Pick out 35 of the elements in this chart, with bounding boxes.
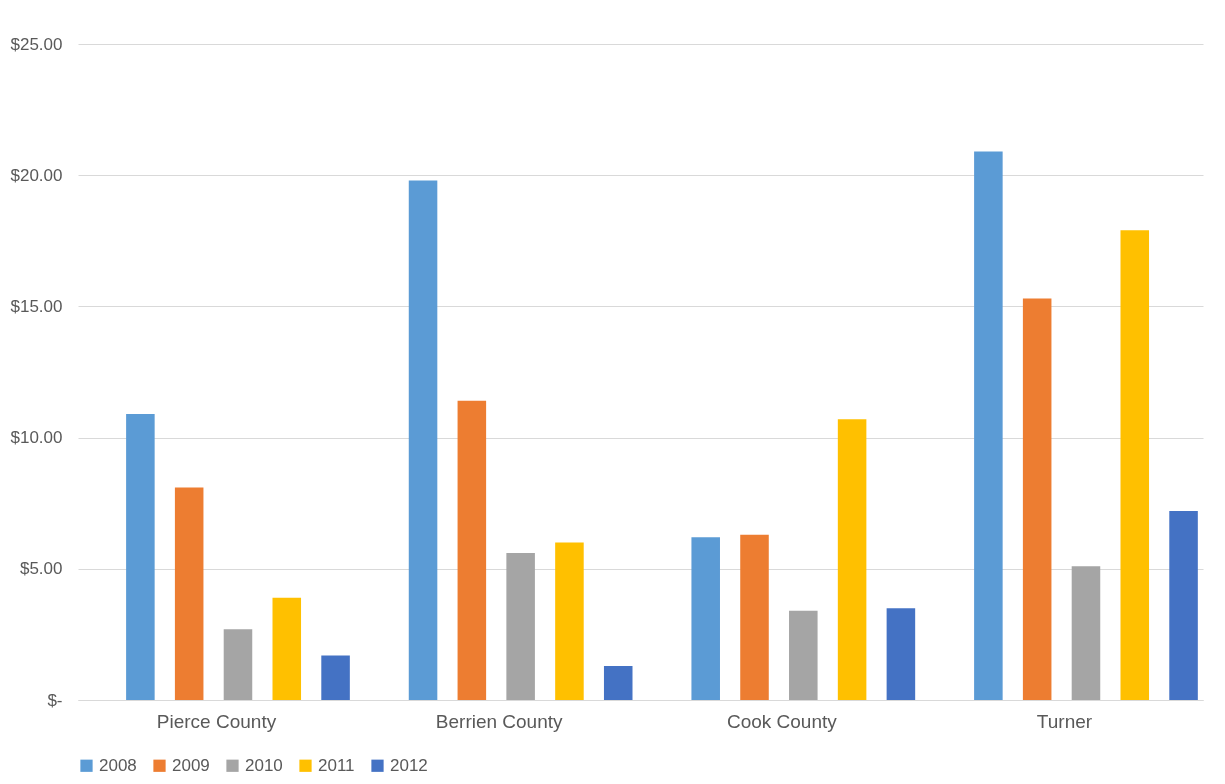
bar bbox=[223, 629, 253, 700]
bar bbox=[408, 180, 438, 700]
bar bbox=[886, 608, 916, 700]
legend-label: 2011 bbox=[318, 755, 355, 775]
bar bbox=[457, 400, 487, 700]
bar bbox=[555, 542, 584, 700]
bar bbox=[837, 419, 867, 700]
bar bbox=[974, 151, 1003, 700]
y-tick-label: $20.00 bbox=[10, 165, 63, 185]
bar bbox=[321, 655, 350, 700]
x-tick-label: Berrien County bbox=[435, 710, 564, 732]
y-tick-label: $5.00 bbox=[19, 559, 63, 579]
y-tick-label: $- bbox=[47, 690, 63, 710]
bar bbox=[691, 537, 720, 700]
bar bbox=[603, 665, 633, 700]
bar bbox=[174, 487, 204, 700]
y-tick-label: $15.00 bbox=[10, 296, 63, 316]
y-tick-label: $25.00 bbox=[10, 34, 63, 54]
bar bbox=[126, 413, 155, 700]
bar bbox=[506, 553, 535, 700]
bar bbox=[740, 534, 769, 700]
legend-label: 2009 bbox=[172, 755, 210, 775]
x-tick-label: Turner bbox=[1036, 710, 1093, 732]
bar bbox=[1120, 230, 1150, 700]
legend-label: 2008 bbox=[99, 755, 137, 775]
bar bbox=[1071, 566, 1101, 700]
bar bbox=[272, 597, 302, 700]
bar bbox=[1169, 511, 1198, 700]
bar bbox=[789, 610, 818, 700]
x-tick-label: Pierce County bbox=[156, 710, 277, 732]
legend-label: 2012 bbox=[390, 755, 428, 775]
legend-label: 2010 bbox=[245, 755, 283, 775]
x-tick-label: Cook County bbox=[726, 710, 838, 732]
bar bbox=[1022, 298, 1052, 700]
y-tick-label: $10.00 bbox=[10, 428, 63, 448]
